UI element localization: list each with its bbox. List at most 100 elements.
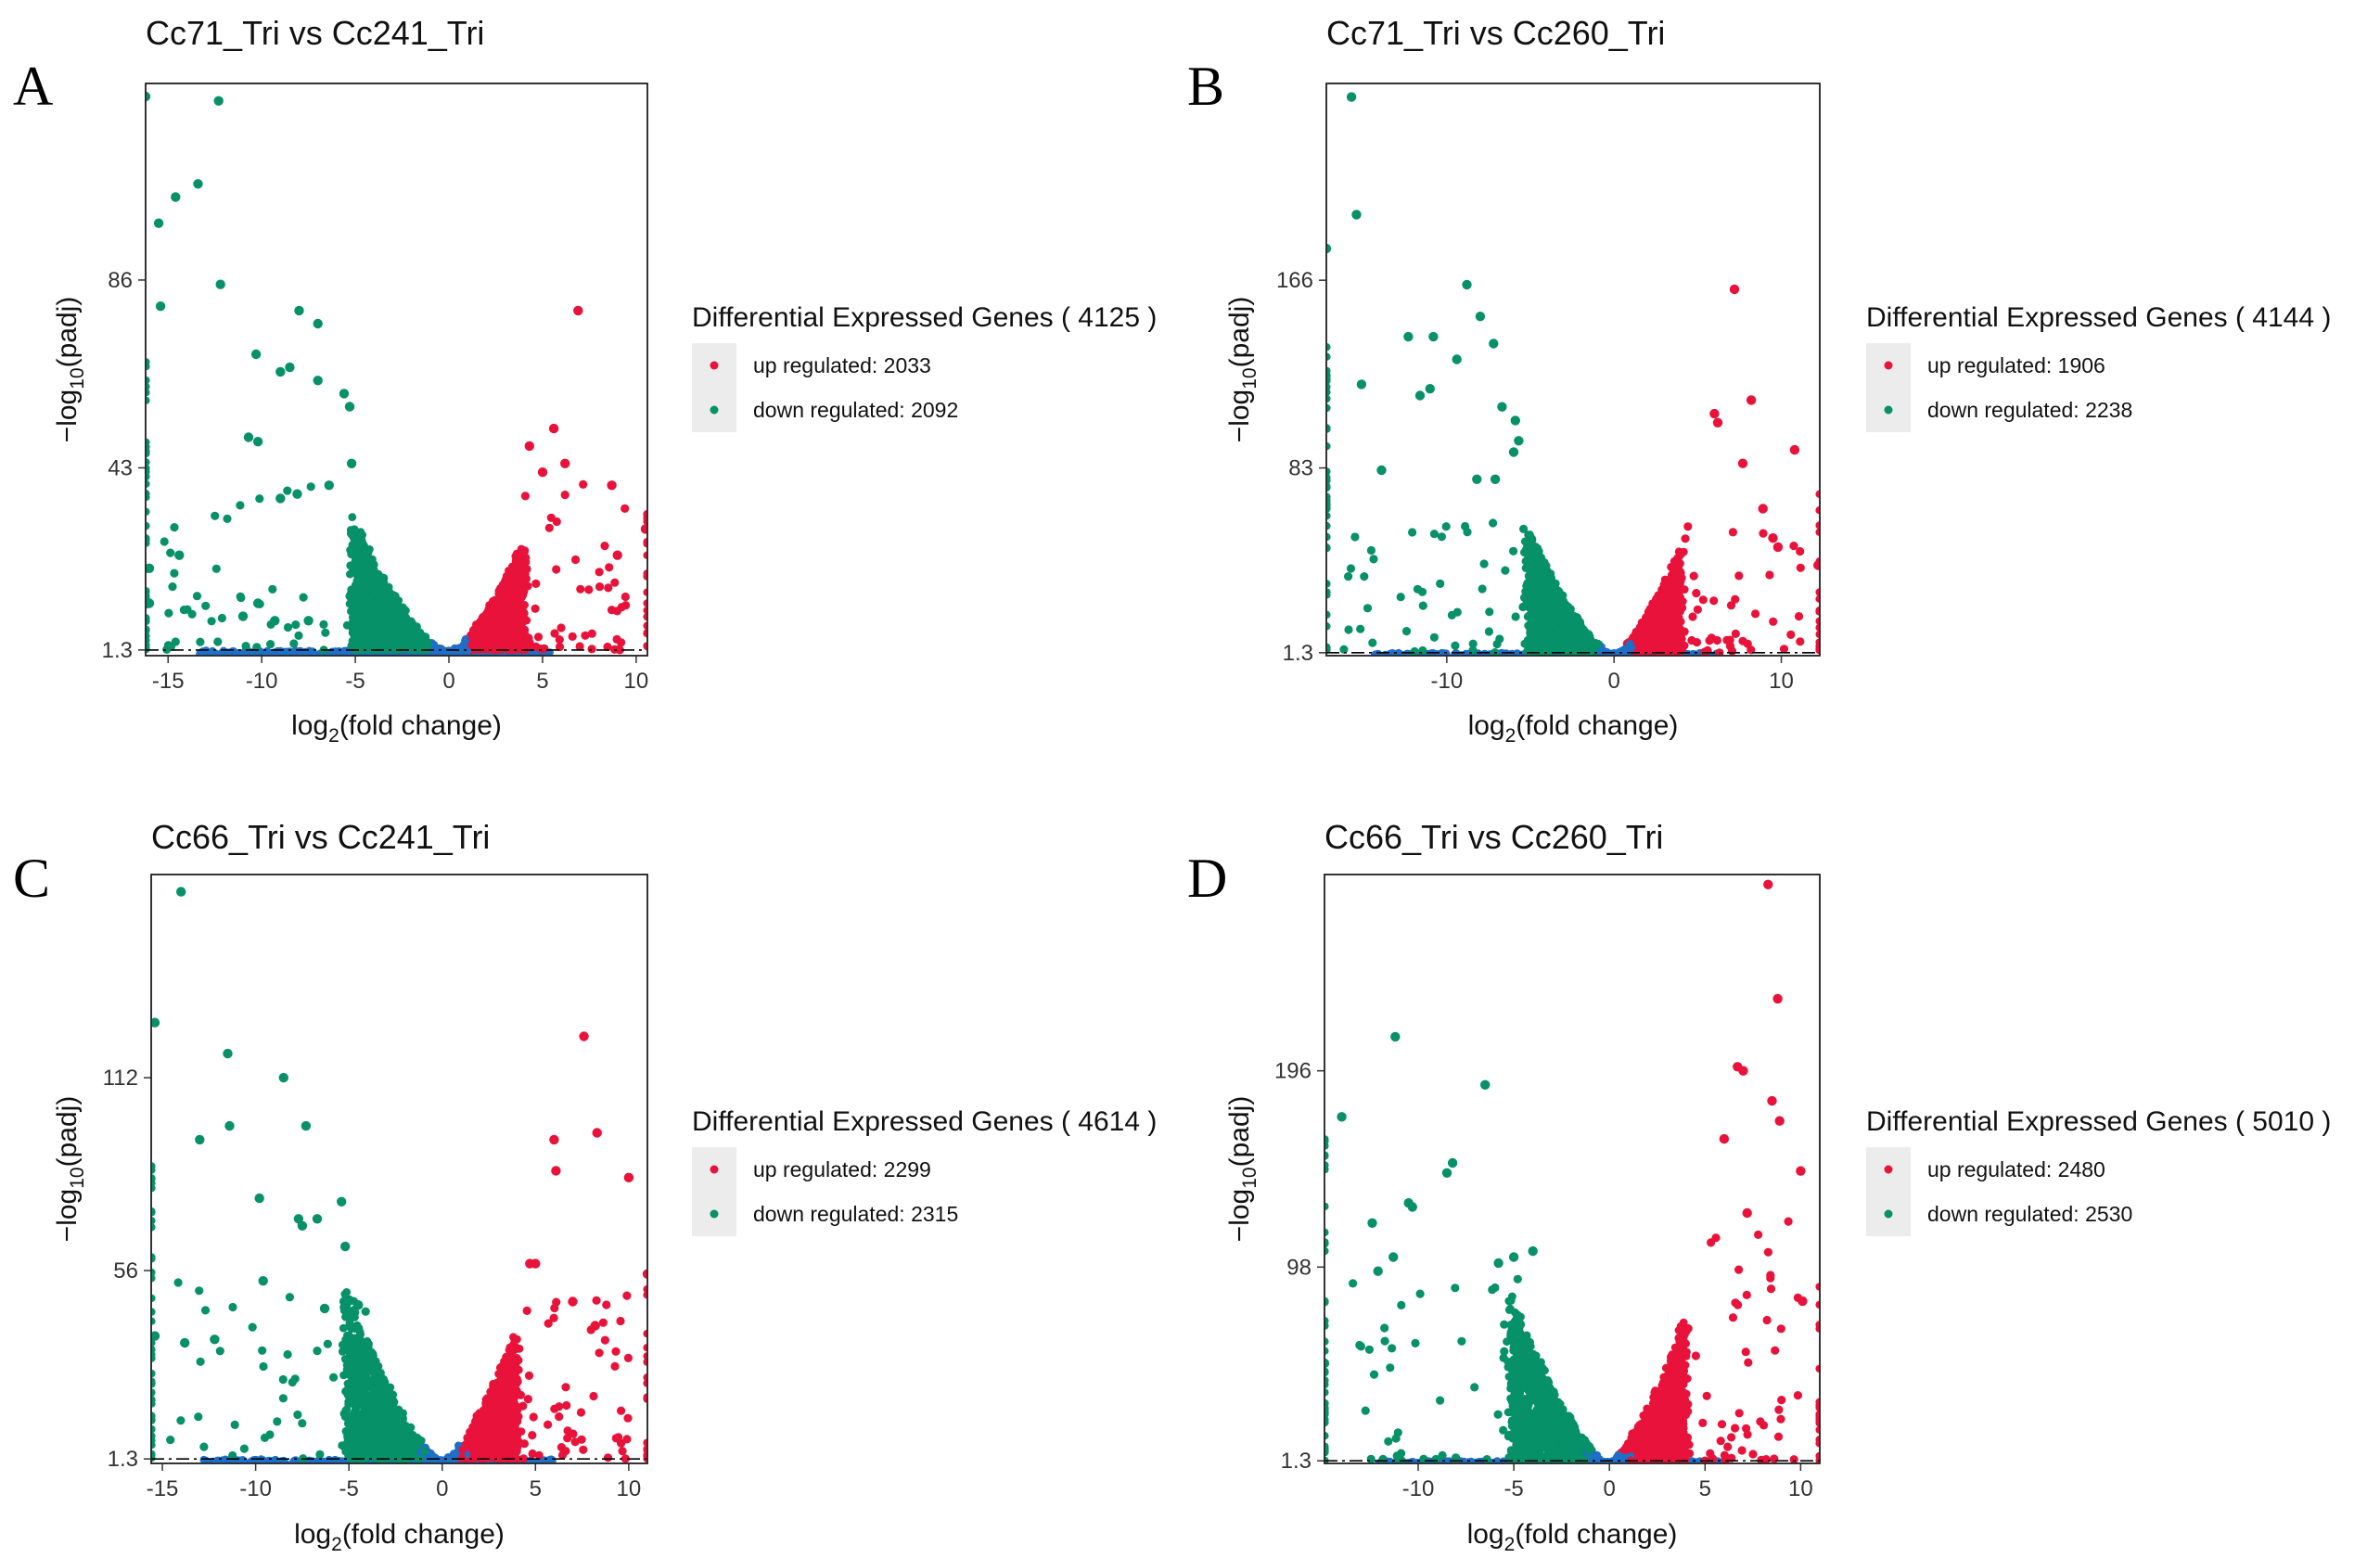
down-point: [406, 630, 416, 639]
up-point: [1815, 528, 1820, 536]
down-point: [1326, 492, 1331, 501]
down-point: [1489, 518, 1498, 528]
down-point: [372, 578, 381, 587]
down-point-highlight: [171, 192, 181, 202]
panel-a: A Cc71_Tri vs Cc241_Tri -15 -10 -5 0 5 101.34…: [13, 14, 1157, 747]
down-point: [1559, 598, 1568, 607]
up-point: [1815, 521, 1820, 530]
up-point: [1815, 623, 1820, 632]
down-point: [217, 613, 226, 623]
down-point: [1520, 548, 1529, 556]
down-point-highlight: [153, 218, 164, 228]
down-point: [1339, 645, 1349, 654]
down-point: [146, 492, 150, 502]
up-point: [489, 617, 498, 626]
up-point: [1665, 623, 1674, 632]
up-point: [1672, 643, 1682, 652]
down-point: [348, 541, 357, 549]
up-point: [600, 542, 609, 551]
ns-point: [202, 649, 211, 656]
down-point: [1523, 612, 1532, 621]
up-point: [499, 607, 508, 616]
up-point: [1722, 635, 1732, 645]
up-point: [643, 612, 647, 621]
down-point: [1326, 383, 1331, 391]
down-point: [146, 472, 150, 481]
up-point: [643, 599, 647, 607]
down-point: [361, 619, 370, 628]
down-point: [356, 578, 365, 587]
up-point: [1622, 647, 1631, 656]
down-point-highlight: [146, 91, 151, 102]
down-point: [1346, 564, 1356, 573]
up-point-highlight: [1768, 533, 1778, 543]
down-point-highlight: [250, 349, 262, 360]
up-point: [1796, 563, 1805, 572]
down-point: [390, 618, 398, 627]
down-point: [1326, 622, 1331, 631]
down-point: [166, 548, 175, 557]
down-point-highlight: [344, 402, 355, 412]
down-point: [1326, 473, 1331, 482]
down-point: [423, 642, 432, 650]
down-point: [1326, 512, 1331, 520]
up-point: [1731, 629, 1740, 639]
down-point: [1581, 647, 1590, 656]
down-point: [299, 593, 308, 602]
down-point: [1537, 595, 1545, 605]
down-point: [1356, 624, 1365, 633]
down-point: [369, 644, 378, 653]
down-point: [346, 561, 355, 570]
up-point: [513, 554, 521, 563]
up-point: [1656, 605, 1665, 614]
up-point: [1677, 634, 1686, 644]
down-point: [1479, 559, 1489, 568]
up-point: [1683, 522, 1693, 531]
down-point: [1369, 555, 1378, 564]
down-point-highlight: [1428, 331, 1439, 342]
down-point: [1565, 608, 1574, 618]
plot-border: [145, 83, 648, 657]
down-point: [1326, 591, 1331, 599]
down-point: [355, 554, 365, 563]
up-point: [1715, 648, 1724, 656]
up-point: [1734, 571, 1744, 581]
down-point: [164, 608, 173, 618]
down-point: [321, 628, 330, 637]
x-tick-label: -15: [152, 669, 185, 694]
down-point-highlight: [155, 301, 166, 312]
down-point-highlight: [324, 480, 334, 491]
up-point-highlight: [1737, 458, 1748, 468]
up-point: [1668, 580, 1677, 589]
down-point-highlight: [1452, 354, 1462, 364]
legend-key-up: [710, 361, 719, 370]
up-point: [576, 584, 585, 594]
down-point: [1563, 633, 1571, 643]
legend: Differential Expressed Genes ( 4125 ) up…: [692, 302, 1157, 432]
down-point-highlight: [1510, 415, 1521, 426]
panel-c: C Cc66_Tri vs Cc241_Tri -15 -10 -5 0 5 101.35…: [13, 818, 1157, 1555]
down-point: [375, 594, 384, 603]
down-point: [1535, 635, 1543, 645]
up-point: [643, 606, 647, 615]
ns-point: [276, 646, 285, 656]
legend-up-label: up regulated: 1906: [1927, 353, 2105, 377]
up-point: [517, 645, 526, 653]
up-point: [467, 641, 476, 650]
up-point: [605, 563, 614, 572]
up-point: [603, 642, 612, 652]
down-point: [384, 643, 393, 652]
down-point: [1326, 544, 1331, 553]
down-point: [1530, 577, 1540, 586]
down-point: [1368, 638, 1377, 647]
down-point: [146, 507, 150, 516]
legend-down-label: down regulated: 2238: [1927, 398, 2132, 422]
down-point: [1533, 556, 1542, 566]
down-point: [359, 594, 368, 603]
ns-point: [283, 647, 291, 656]
down-point-highlight: [1346, 92, 1357, 102]
down-point: [1350, 532, 1360, 542]
down-point: [346, 590, 355, 598]
down-point: [1509, 546, 1518, 556]
up-point: [643, 514, 647, 522]
